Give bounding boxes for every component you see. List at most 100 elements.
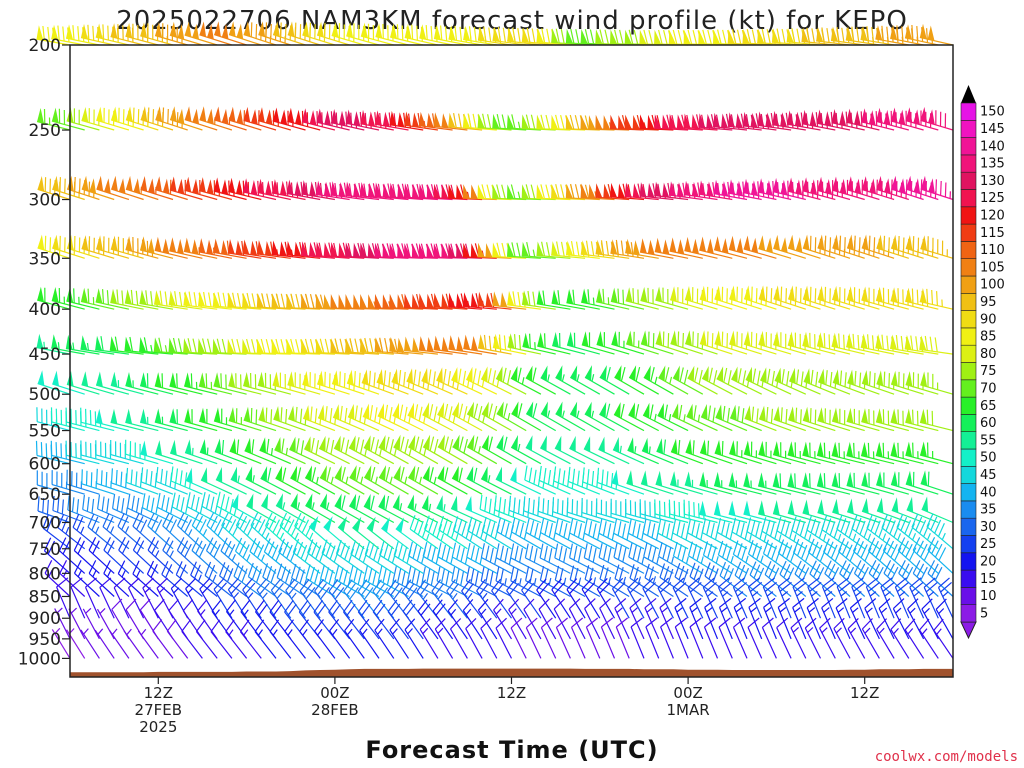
wind-barb [419,24,453,46]
wind-barb [57,513,86,550]
wind-barb [508,598,527,640]
wind-barb [861,370,895,395]
wind-barb [80,628,100,659]
wind-barb [761,617,777,659]
wind-barb [919,408,954,432]
wind-barb [927,537,954,574]
wind-barb [807,538,836,574]
wind-barb [861,498,895,524]
wind-barb [50,407,85,432]
wind-barb [524,543,556,574]
wind-barb [272,371,306,395]
wind-barb [715,404,748,432]
wind-barb [334,493,365,524]
wind-barb [140,440,174,465]
colorbar-label: 100 [980,278,1005,293]
wind-barb [851,577,866,619]
wind-barb [729,330,762,355]
wind-barb [802,472,836,495]
wind-barb [551,289,586,310]
wind-barb [743,235,777,259]
wind-barb [418,336,453,355]
wind-barb [461,579,483,619]
wind-barb [491,578,512,619]
wind-barb [387,579,409,619]
wind-barb [226,599,248,640]
wind-barb [345,338,380,355]
wind-barb [404,336,438,355]
colorbar-swatch [960,102,977,121]
wind-barb [176,512,203,550]
wind-barb [773,406,806,432]
wind-barb [198,177,233,201]
wind-barb [213,372,247,395]
wind-barb [609,29,645,46]
wind-barb [757,178,792,201]
wind-barb [536,578,557,619]
wind-barb [816,441,851,465]
wind-barb [496,517,527,550]
wind-barb [714,439,748,465]
wind-barb [88,560,115,597]
wind-barb [302,405,336,432]
wind-barb [305,493,336,524]
wind-barb [227,292,262,310]
wind-barb [890,287,924,310]
wind-barb [155,440,188,465]
wind-barb [757,472,792,495]
wind-barb [401,579,424,619]
wind-barb [670,438,704,465]
wind-barb [495,617,513,659]
x-tick-label: 12Z [497,684,526,702]
wind-barb [904,618,925,659]
wind-barb [448,112,483,131]
wind-barb [792,538,821,574]
wind-barb [921,496,954,524]
wind-barb [701,518,733,550]
wind-barb [36,25,71,46]
wind-barb [689,597,704,640]
wind-barb [449,618,468,659]
wind-barb [80,440,115,465]
wind-barb [219,562,247,597]
wind-barb [407,566,439,598]
colorbar-swatch [960,120,977,138]
wind-barb [525,517,556,550]
wind-barb [553,598,571,640]
wind-barb [729,404,762,432]
colorbar-swatch [960,310,977,329]
x-tick-label: 2025 [139,718,177,736]
wind-barb [329,619,351,659]
wind-barb [802,406,836,432]
wind-barb [481,401,512,432]
wind-barb [728,500,762,524]
colorbar-swatch [960,189,977,208]
wind-barb [773,285,806,310]
wind-barb [230,466,262,495]
colorbar-swatch [960,137,977,156]
wind-barb [792,597,807,640]
wind-barb [318,435,350,465]
wind-barb [198,372,233,395]
wind-barb [876,618,895,659]
wind-barb [566,578,586,619]
wind-barb [743,500,777,524]
wind-barb [407,402,439,432]
colorbar-swatch [960,552,977,571]
wind-barb [36,470,71,495]
wind-barb [684,236,718,259]
wind-barb [73,537,100,574]
colorbar-swatch [960,396,977,415]
y-tick-label: 850 [29,587,61,607]
wind-barb [140,467,174,495]
wind-barb [139,236,174,259]
wind-barb [331,370,365,395]
wind-barb [717,577,733,619]
colorbar-label: 10 [980,589,997,604]
wind-barb [112,494,144,524]
wind-barb [212,238,247,259]
wind-barb [881,514,910,550]
x-tick-label: 12Z [850,684,879,702]
wind-barb [625,238,659,259]
wind-barb [582,467,615,495]
